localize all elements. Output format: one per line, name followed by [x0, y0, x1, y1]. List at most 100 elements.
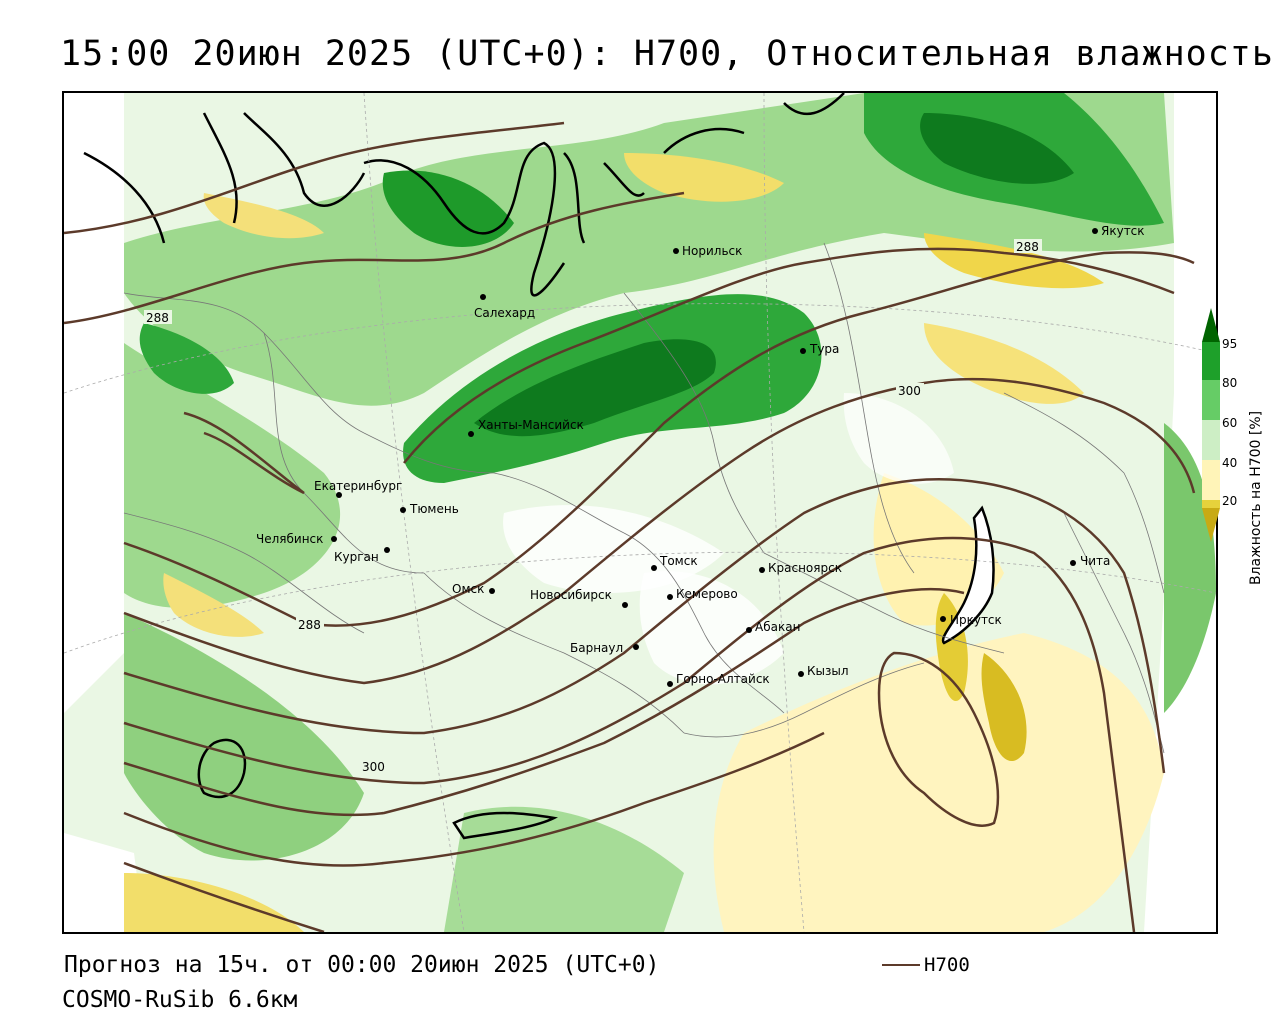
dry-zone-taymyr [624, 153, 784, 202]
colorbar-svg [1202, 308, 1220, 542]
contour-line [123, 478, 1166, 774]
city-label-abakan: Абакан [755, 620, 800, 634]
dry-core-baikal-south [981, 653, 1027, 762]
contour-line [64, 121, 565, 235]
city-dot [480, 294, 486, 300]
colorbar-segment [1202, 342, 1220, 380]
city-dot [759, 567, 765, 573]
city-dot [336, 492, 342, 498]
lake-southwest [197, 738, 247, 799]
contour-line [123, 861, 325, 932]
city-dot [622, 602, 628, 608]
weather-map: 288 288 288 300 300 Норильск Якутск Сале… [62, 91, 1218, 934]
colorbar-title: Влажность на H700 [%] [1248, 410, 1264, 585]
city-label-yakutsk: Якутск [1101, 224, 1145, 238]
contour-label-bg [296, 617, 324, 631]
city-dot [1070, 560, 1076, 566]
dry-zone-west [163, 573, 264, 637]
city-label-tomsk: Томск [659, 554, 698, 568]
city-dot [384, 547, 390, 553]
contour-line [123, 588, 965, 817]
clear-zone-central [843, 393, 954, 484]
h700-contours [64, 121, 1196, 932]
city-label-krasnoyarsk: Красноярск [768, 561, 842, 575]
coastline [83, 93, 845, 297]
colorbar-segment [1202, 380, 1220, 420]
contour-line [183, 411, 305, 495]
city-dot [667, 681, 673, 687]
humid-zone-southwest [124, 613, 364, 861]
contour-line [64, 191, 685, 325]
map-canvas: 288 288 288 300 300 Норильск Якутск Сале… [64, 93, 1216, 932]
city-dot [651, 565, 657, 571]
h700-legend-label: H700 [924, 954, 970, 976]
colorbar-tick: 95 [1222, 337, 1238, 351]
contour-label: 300 [898, 384, 921, 398]
clear-zone-novosibirsk [503, 505, 724, 593]
city-dot [800, 348, 806, 354]
humid-zone-south [444, 806, 684, 932]
city-dot [673, 248, 679, 254]
model-name: COSMO-RuSib 6.6км [62, 987, 298, 1013]
city-label-omsk: Омск [452, 582, 484, 596]
contour-label: 288 [1016, 240, 1039, 254]
colorbar-segment [1202, 460, 1220, 500]
city-label-kurgan: Курган [334, 550, 379, 564]
city-label-norilsk: Норильск [682, 244, 742, 258]
city-label-irkutsk: Иркутск [950, 613, 1002, 627]
city-dot [746, 627, 752, 633]
contour-line [123, 731, 825, 867]
humid-core-west [139, 323, 234, 394]
city-label-kemerovo: Кемерово [676, 587, 738, 601]
lake-balkhash [452, 811, 559, 840]
city-dot [667, 594, 673, 600]
city-dot [1092, 228, 1098, 234]
colorbar-tick: 80 [1222, 376, 1238, 390]
contour-label: 300 [362, 760, 385, 774]
city-label-tyumen: Тюмень [409, 502, 459, 516]
city-label-kyzyl: Кызыл [807, 664, 849, 678]
contour-label: 288 [298, 618, 321, 632]
colorbar-arrow-top [1202, 308, 1220, 342]
contour-closed [877, 651, 1000, 827]
outside-domain-left [64, 93, 124, 713]
contour-line [403, 247, 1175, 464]
clear-zone-barnaul [639, 571, 784, 685]
map-title: 15:00 20июн 2025 (UTC+0): H700, Относите… [60, 34, 1274, 74]
dry-zone-southwest [124, 873, 304, 932]
city-label-khanty-mansiysk: Ханты-Мансийск [478, 418, 584, 432]
city-dot [400, 507, 406, 513]
colorbar-arrow-bottom [1202, 508, 1220, 542]
city-label-barnaul: Барнаул [570, 641, 623, 655]
dry-zone-northwest [203, 193, 324, 239]
city-dot [331, 536, 337, 542]
city-label-novosibirsk: Новосибирск [530, 588, 612, 602]
city-markers: Норильск Якутск Салехард Тура Ханты-Манс… [256, 224, 1145, 687]
colorbar [1202, 308, 1220, 542]
city-label-tura: Тура [809, 342, 839, 356]
dry-zone-yakutsk [924, 233, 1104, 289]
city-dot [489, 588, 495, 594]
contour-line [123, 377, 1196, 685]
dry-zone-mongolia [713, 633, 1164, 932]
city-label-chelyabinsk: Челябинск [256, 532, 323, 546]
humid-zone-west [124, 343, 341, 608]
dry-zone-east [924, 323, 1084, 404]
colorbar-segment [1202, 420, 1220, 460]
city-label-chita: Чита [1080, 554, 1110, 568]
contour-label-bg [144, 310, 172, 324]
contour-label-bg [360, 759, 388, 773]
city-dot [798, 671, 804, 677]
contour-label: 288 [146, 311, 169, 325]
contour-label-bg [896, 383, 924, 397]
city-dot [633, 644, 639, 650]
forecast-info: Прогноз на 15ч. от 00:00 20июн 2025 (UTC… [64, 952, 660, 978]
colorbar-tick: 40 [1222, 456, 1238, 470]
colorbar-tick: 20 [1222, 494, 1238, 508]
humid-core-northeast-dark [920, 113, 1074, 184]
city-dot [940, 616, 946, 622]
city-label-ekaterinburg: Екатеринбург [314, 479, 402, 493]
contour-line [123, 536, 1136, 932]
colorbar-segment [1202, 500, 1220, 508]
lake-baikal [941, 505, 995, 645]
